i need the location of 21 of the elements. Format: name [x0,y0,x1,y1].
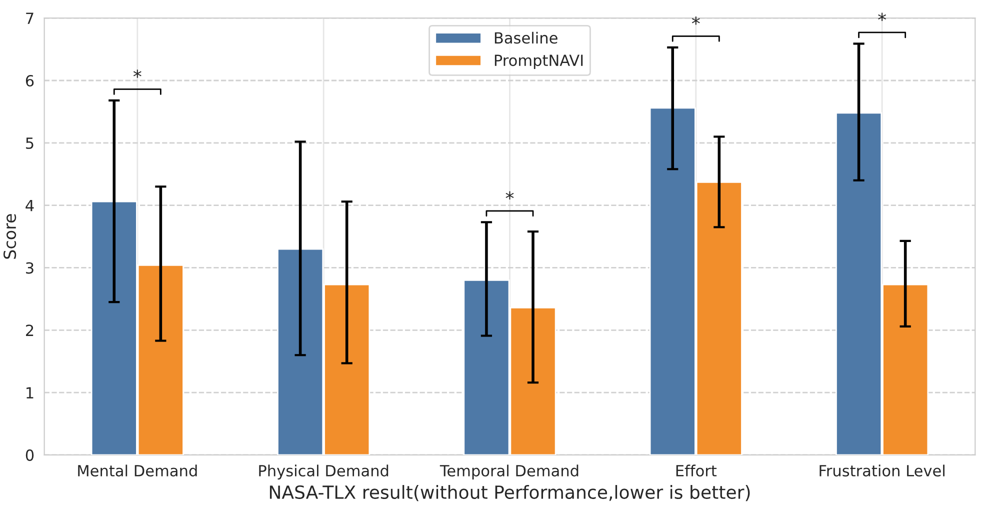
y-tick-label: 3 [26,262,34,274]
x-tick-label: Physical Demand [259,464,388,480]
annotation: * [133,70,142,78]
y-tick-label: 0 [26,449,34,461]
x-tick-label: Effort [676,464,717,477]
y-tick-label: 1 [26,387,34,398]
y-tick-label: 5 [26,138,34,149]
legend-label: PromptNAVI [494,54,583,70]
y-tick-label: 6 [26,74,34,87]
y-tick-label: 7 [26,12,34,24]
x-tick-label: Temporal Demand [440,464,578,480]
x-axis-title: NASA-TLX result(without Performance,lower is better) [270,485,750,502]
y-tick-label: 2 [26,324,34,336]
y-axis-title: Score [3,214,16,259]
x-tick-label: Mental Demand [78,464,197,477]
legend-label: Baseline [494,32,558,44]
annotation: * [506,191,514,200]
annotation: * [692,16,700,25]
x-tick-label: Frustration Level [820,464,944,477]
annotation: * [878,12,886,22]
y-tick-label: 4 [26,200,34,212]
